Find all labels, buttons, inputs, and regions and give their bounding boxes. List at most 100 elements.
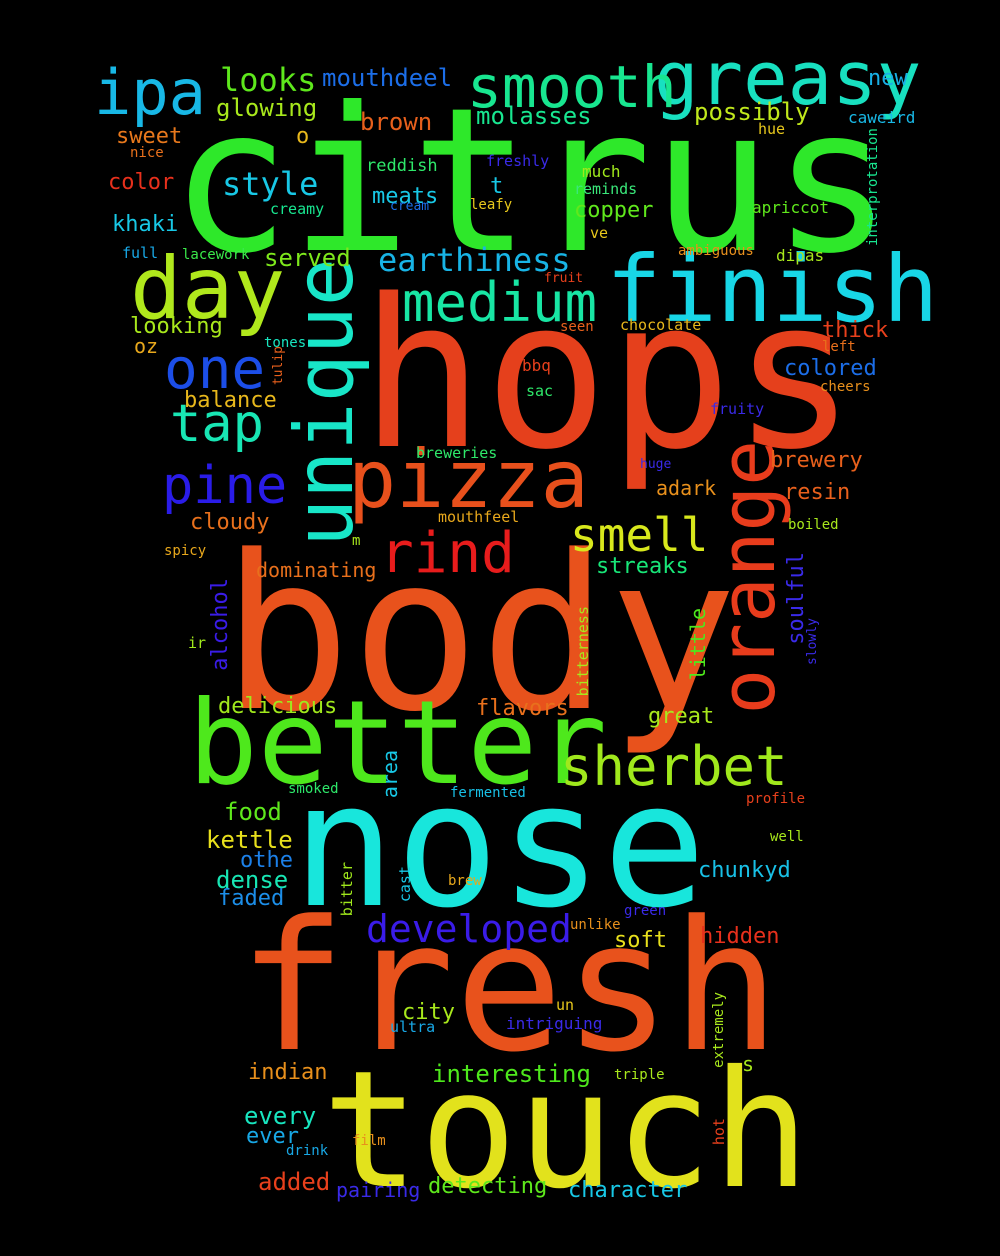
word: streaks [596,554,689,579]
word: apriccot [752,198,830,217]
word: t [490,174,504,199]
word: served [264,244,351,272]
word: s [742,1052,755,1076]
word: un [556,996,575,1014]
word: finish [606,236,939,343]
word: indian [248,1060,328,1085]
word: city [402,1000,455,1025]
word: mouthfeel [438,508,520,526]
word: added [258,1168,331,1196]
word: citrus [170,65,893,298]
word: possibly [694,98,810,126]
word: cheers [820,379,871,395]
word: brown [360,108,433,136]
word: resin [784,480,851,505]
word: ambiguous [678,243,754,259]
word: ever [246,1124,299,1149]
word: nose [292,745,707,946]
word: reminds [574,180,638,198]
word: bitterness [574,606,592,697]
word: extremely [711,992,727,1068]
word: sac [526,382,554,400]
word: soft [614,928,667,953]
word: breweries [416,444,498,462]
word: tones [264,335,307,351]
word: interesting [432,1060,591,1088]
word: ve [590,224,609,242]
word: boiled [788,517,839,533]
word: area [378,750,402,799]
word: unlike [570,917,621,933]
word: adark [656,476,717,500]
word: othe [240,848,293,873]
word: cloudy [190,510,270,535]
word: film [352,1133,386,1149]
word: m [352,533,361,549]
word: great [648,704,715,729]
word: slowly [805,618,820,665]
word: bbq [522,356,551,375]
word: glowing [216,94,318,122]
word: freshly [486,152,550,170]
word: pairing [336,1178,421,1202]
word: left [822,339,856,355]
word: character [568,1178,688,1203]
word: seen [560,319,594,335]
word: well [770,829,804,845]
word: sherbet [560,735,788,798]
word: full [122,244,159,262]
word: ipa [94,56,206,129]
word: pizza [348,433,589,526]
word: fruit [544,271,584,286]
word: flavors [476,696,569,721]
word: food [224,798,282,826]
word: little [686,608,710,681]
word: looks [220,61,317,99]
word: mouthdeel [322,64,453,92]
word: dominating [256,558,377,582]
word: chocolate [620,316,702,334]
word: day [130,239,286,339]
word: fruity [710,400,765,418]
word: caweird [848,108,916,127]
word: profile [746,791,806,807]
word: hidden [700,924,780,949]
word: orange [703,440,792,715]
word: molasses [476,102,592,130]
word: detecting [428,1174,548,1199]
word: fresh [238,883,780,1092]
word: one [164,337,266,402]
word: spicy [164,543,207,559]
word: developed [366,907,572,951]
word: touch [322,1037,810,1225]
word: o [296,124,310,149]
word: hops [360,255,857,495]
word: earthiness [378,241,571,279]
word: leafy [470,197,513,213]
word: looking [130,314,223,339]
word: reddish [366,156,438,176]
word: lacework [182,247,250,263]
word: kettle [206,826,293,854]
word: copper [574,198,654,223]
word: tulip [271,346,286,386]
word: meats [372,184,439,209]
word: new [868,66,908,91]
word: smell [570,508,709,562]
word: balance [184,388,277,413]
word: ultra [390,1018,436,1036]
word: thick [822,318,889,343]
word: dipas [776,246,825,265]
word: hue [758,120,786,138]
word: huge [640,457,672,472]
word: tap [170,394,264,454]
word: brew [448,873,482,889]
word: triple [614,1067,665,1083]
word: every [244,1102,317,1130]
word: dense [216,866,289,894]
word: intriguing [506,1014,603,1033]
word: drink [286,1143,329,1159]
word: pine [162,456,288,516]
word: interprotation [865,128,881,247]
